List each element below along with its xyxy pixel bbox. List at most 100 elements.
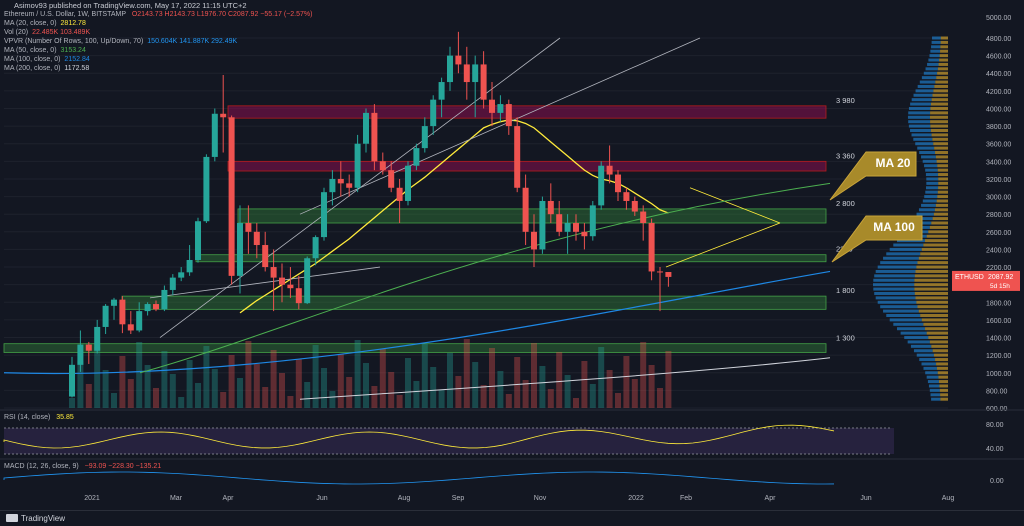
vpvr-down-bar (917, 261, 948, 265)
candles (69, 31, 672, 398)
volume-bar (119, 356, 126, 408)
vpvr-down-bar (916, 265, 948, 269)
vpvr-up-bar (923, 71, 938, 75)
y-tick-label: 3200.00 (986, 177, 1011, 184)
candle-body (279, 277, 285, 285)
candle-body (657, 271, 663, 273)
vpvr-up-bar (908, 120, 931, 124)
vpvr-up-bar (930, 393, 941, 397)
x-tick-label: Mar (170, 495, 183, 502)
volume-bar (287, 396, 294, 408)
vpvr-up-bar (915, 142, 934, 146)
candle-body (253, 231, 260, 246)
vpvr-down-bar (938, 375, 948, 379)
vpvr-up-bar (921, 203, 936, 207)
vpvr-up-bar (880, 261, 918, 265)
volume-bar (195, 383, 201, 408)
vpvr-down-bar (933, 89, 948, 93)
candle-body (505, 104, 512, 127)
vpvr-down-bar (921, 247, 948, 251)
y-tick-label: 3600.00 (986, 142, 1011, 149)
vpvr-down-bar (920, 252, 948, 256)
legend-row[interactable]: Vol (20) 22.485K 103.489K (4, 28, 312, 37)
volume-bar (211, 369, 218, 408)
vpvr-down-bar (937, 67, 948, 71)
vpvr-up-bar (896, 327, 926, 331)
vpvr-up-bar (874, 291, 915, 295)
candle-body (547, 200, 554, 215)
rsi-legend[interactable]: RSI (14, close) 35.85 (4, 414, 74, 421)
volume-bar (354, 340, 361, 408)
indicator-lines (3, 37, 831, 400)
candle-body (489, 99, 495, 113)
volume-bar (237, 378, 243, 408)
volume-bar (405, 358, 411, 408)
last-price-box (986, 270, 1020, 291)
candle-body (447, 55, 453, 83)
zone-box (227, 160, 827, 172)
vpvr-down-bar (923, 322, 948, 326)
vpvr-down-bar (940, 45, 948, 49)
candle-body (321, 192, 327, 238)
vpvr-down-bar (932, 93, 948, 97)
volume-bar (657, 388, 663, 408)
vpvr-up-bar (893, 322, 924, 326)
vpvr-down-bar (938, 181, 948, 185)
vpvr-down-bar (938, 177, 948, 181)
volume-bar (203, 346, 210, 408)
candle-body (405, 165, 411, 201)
volume-bar (648, 365, 655, 408)
vpvr-down-bar (933, 212, 948, 216)
zone-label: 2 800 (836, 199, 855, 208)
symbol-title: Ethereum / U.S. Dollar, 1W, BITSTAMP (4, 11, 126, 18)
vpvr-down-bar (936, 76, 948, 80)
candle-body (102, 305, 109, 327)
legend-row[interactable]: MA (100, close, 0) 2152.84 (4, 55, 312, 64)
vpvr-up-bar (926, 181, 939, 185)
volume-bar (102, 370, 109, 408)
volume-bar (379, 349, 386, 408)
vpvr-up-bar (908, 124, 931, 128)
time-axis: 2021 Mar Apr Jun Aug Sep Nov 2022 Feb Apr Jun Aug (84, 495, 954, 502)
legend-row[interactable]: MA (50, close, 0) 3153.24 (4, 46, 312, 55)
macd-legend[interactable]: MACD (12, 26, close, 9) −93.09 −228.30 −… (4, 463, 161, 470)
candle-body (539, 200, 546, 250)
vpvr-down-bar (938, 186, 948, 190)
legend-row[interactable]: MA (20, close, 0) 2812.78 (4, 19, 312, 28)
tradingview-logo[interactable]: TradingView (6, 514, 65, 523)
volume-bar (396, 395, 403, 408)
vpvr-up-bar (917, 146, 935, 150)
volume-bar (127, 379, 134, 408)
vpvr-down-bar (930, 120, 948, 124)
vpvr-up-bar (931, 45, 941, 49)
vpvr-up-bar (928, 384, 940, 388)
vpvr-up-bar (921, 362, 937, 366)
legend-row[interactable]: MA (200, close, 0) 1172.58 (4, 64, 312, 73)
vpvr-down-bar (935, 358, 948, 362)
candle-body (480, 64, 487, 100)
volume-bar (413, 381, 420, 408)
vpvr-up-bar (910, 102, 931, 106)
last-price-tag (952, 270, 986, 291)
y-tick-label: 1600.00 (986, 318, 1011, 325)
volume-bar (178, 397, 185, 408)
volume-bar (169, 374, 176, 408)
symbol-row[interactable]: Ethereum / U.S. Dollar, 1W, BITSTAMP O21… (4, 10, 312, 19)
volume-bar (312, 345, 319, 408)
ma100-line (3, 270, 831, 375)
candle-body (413, 148, 420, 166)
vpvr-up-bar (904, 336, 929, 340)
legend-label: MA (20, close, 0) (4, 20, 57, 27)
vpvr-up-bar (910, 129, 931, 132)
volume-bar (547, 389, 554, 408)
vpvr-up-bar (921, 76, 937, 80)
legend-row[interactable]: VPVR (Number Of Rows, 100, Up/Down, 70) 1… (4, 37, 312, 46)
vpvr-up-bar (916, 353, 934, 357)
volume-bar (430, 367, 437, 408)
vpvr-up-bar (886, 252, 921, 256)
candle-body (346, 183, 353, 188)
volume-bar (421, 344, 428, 408)
rsi-band (4, 428, 894, 454)
vpvr-down-bar (938, 380, 948, 384)
